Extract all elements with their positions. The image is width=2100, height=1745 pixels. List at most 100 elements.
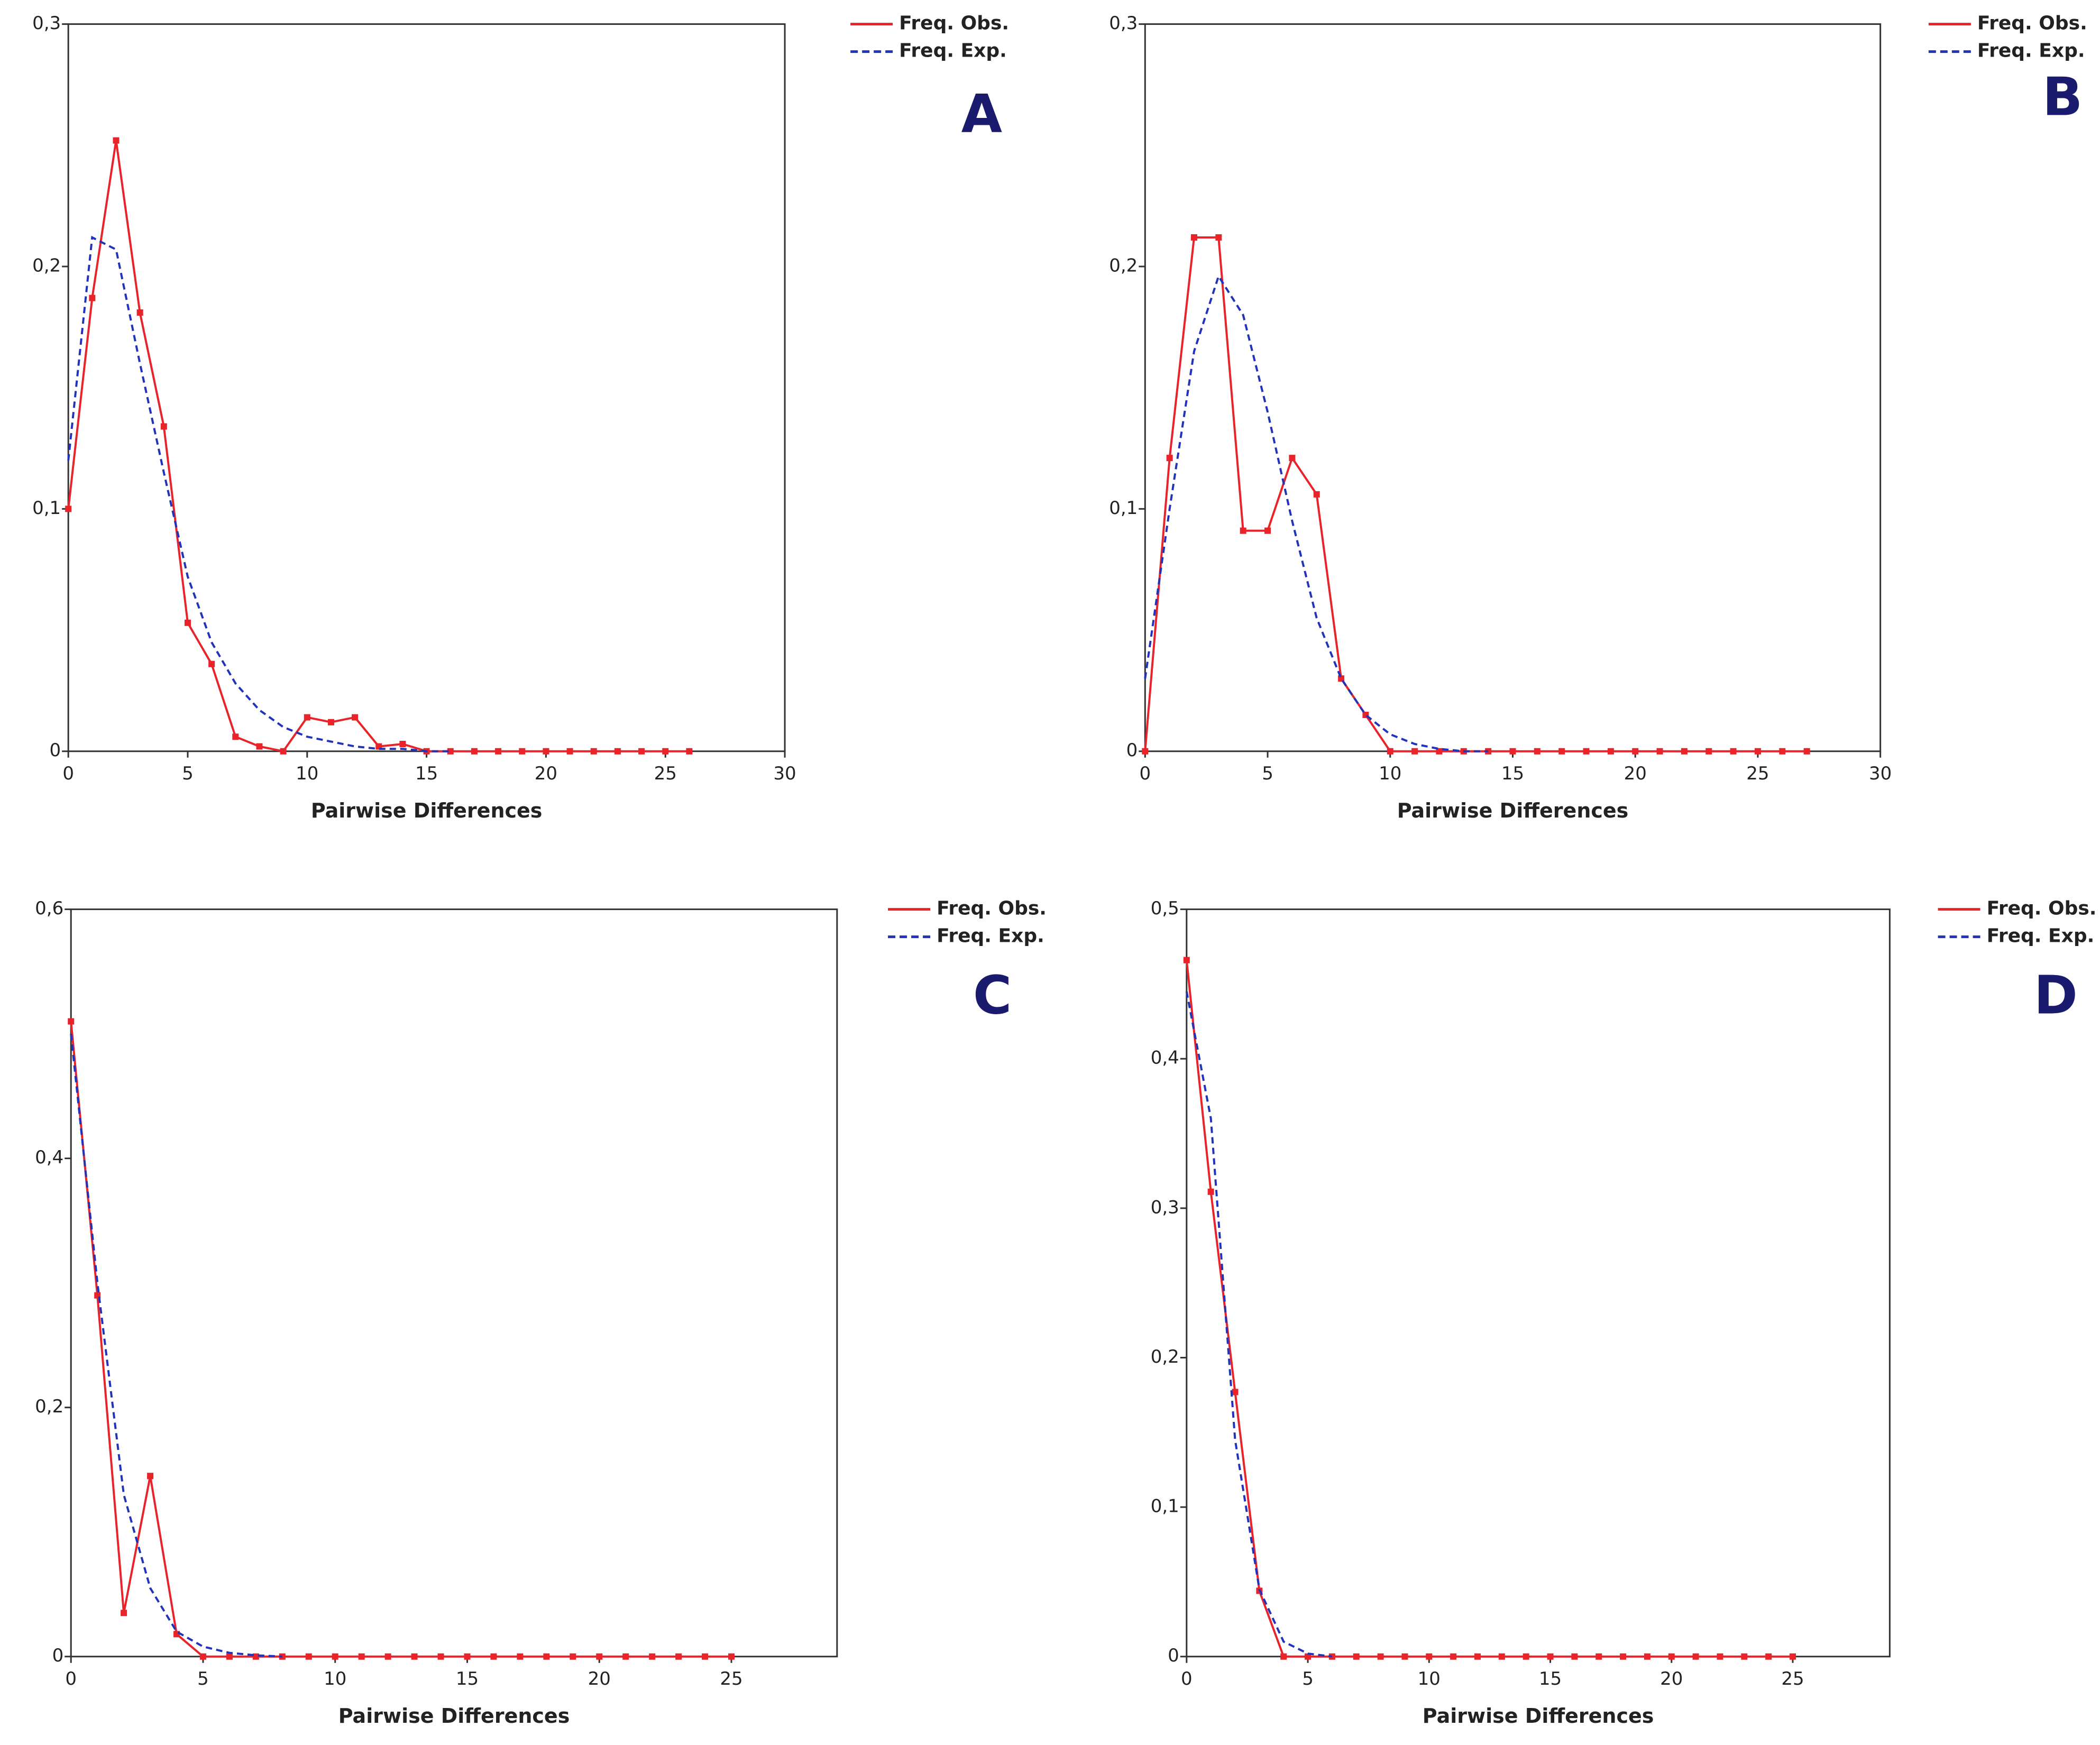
series-line bbox=[1144, 273, 1489, 752]
data-point bbox=[1547, 1653, 1554, 1660]
x-tick-label: 10 bbox=[1379, 763, 1401, 784]
data-point bbox=[1790, 1653, 1796, 1660]
data-point bbox=[517, 1653, 524, 1660]
data-point bbox=[1692, 1653, 1699, 1660]
x-tick-label: 5 bbox=[1262, 763, 1273, 784]
data-point bbox=[147, 1473, 154, 1480]
data-point bbox=[332, 1653, 338, 1660]
data-point bbox=[1509, 748, 1516, 755]
x-tick-label: 20 bbox=[588, 1668, 611, 1689]
data-point bbox=[543, 1653, 550, 1660]
data-point bbox=[1485, 748, 1492, 755]
x-axis-title: Pairwise Differences bbox=[338, 1704, 570, 1728]
data-point bbox=[279, 1653, 286, 1660]
data-point bbox=[447, 748, 454, 755]
data-point bbox=[1681, 748, 1688, 755]
data-point bbox=[68, 1018, 75, 1025]
legend-label: Freq. Obs. bbox=[937, 898, 1047, 920]
data-point bbox=[1166, 455, 1173, 462]
data-point bbox=[1644, 1653, 1650, 1660]
x-axis-title: Pairwise Differences bbox=[311, 799, 543, 822]
panel: 0 0,1 0,2 0,3 0 5 10 15 20 25 30 Pairwise Differenc… bbox=[1109, 13, 2087, 823]
data-point bbox=[1803, 748, 1810, 755]
panel: 0 0,1 0,2 0,3 0 5 10 15 20 25 30 Pairwise Differenc… bbox=[32, 13, 1009, 823]
data-point bbox=[1401, 1653, 1408, 1660]
x-tick-label: 10 bbox=[296, 763, 318, 784]
y-tick-label: 0,3 bbox=[1109, 13, 1138, 34]
data-point bbox=[358, 1653, 365, 1660]
data-point bbox=[728, 1653, 735, 1660]
y-tick-label: 0,3 bbox=[1151, 1197, 1179, 1218]
data-point bbox=[232, 733, 239, 740]
panel-label: B bbox=[2042, 66, 2083, 127]
legend-label: Freq. Obs. bbox=[1987, 898, 2097, 920]
y-tick-label: 0 bbox=[1168, 1645, 1179, 1666]
data-point bbox=[160, 423, 167, 430]
data-point bbox=[1523, 1653, 1529, 1660]
data-point bbox=[1313, 491, 1320, 498]
data-point bbox=[471, 748, 478, 755]
plot-frame bbox=[1186, 908, 1891, 1658]
y-tick-label: 0,2 bbox=[32, 255, 61, 276]
data-point bbox=[649, 1653, 656, 1660]
legend-label: Freq. Obs. bbox=[899, 13, 1009, 34]
data-point bbox=[1215, 234, 1222, 241]
data-point bbox=[596, 1653, 603, 1660]
data-point bbox=[1240, 527, 1246, 534]
data-point bbox=[65, 506, 72, 512]
data-point bbox=[199, 1653, 206, 1660]
data-point bbox=[1387, 748, 1393, 755]
data-point bbox=[136, 309, 143, 316]
y-tick-label: 0,6 bbox=[35, 898, 63, 919]
x-axis-title: Pairwise Differences bbox=[1423, 1704, 1654, 1728]
data-point bbox=[1558, 748, 1565, 755]
data-point bbox=[675, 1653, 682, 1660]
y-tick-label: 0 bbox=[1126, 740, 1138, 761]
plot-frame bbox=[1144, 23, 1882, 752]
data-point bbox=[1754, 748, 1761, 755]
x-tick-label: 15 bbox=[1501, 763, 1524, 784]
data-point bbox=[1730, 748, 1737, 755]
y-tick-label: 0,2 bbox=[1151, 1346, 1179, 1367]
x-tick-label: 30 bbox=[773, 763, 796, 784]
plot-frame bbox=[70, 908, 838, 1658]
data-point bbox=[121, 1610, 127, 1617]
x-tick-label: 5 bbox=[182, 763, 194, 784]
data-point bbox=[519, 748, 526, 755]
plot-frame bbox=[67, 23, 786, 752]
x-tick-label: 25 bbox=[1746, 763, 1769, 784]
data-point bbox=[304, 714, 310, 721]
legend-label: Freq. Exp. bbox=[1987, 925, 2095, 947]
y-tick-label: 0,2 bbox=[1109, 255, 1138, 276]
y-tick-label: 0,4 bbox=[35, 1147, 63, 1168]
data-point bbox=[1474, 1653, 1481, 1660]
data-point bbox=[1620, 1653, 1627, 1660]
series-line bbox=[70, 1033, 282, 1658]
y-tick-label: 0,1 bbox=[1109, 498, 1138, 519]
series-line bbox=[1185, 960, 1793, 1658]
data-point bbox=[1450, 1653, 1457, 1660]
data-point bbox=[89, 295, 96, 301]
y-tick-label: 0,4 bbox=[1151, 1048, 1179, 1069]
x-tick-label: 20 bbox=[1660, 1668, 1683, 1689]
series-line bbox=[67, 235, 451, 752]
panel-label: D bbox=[2034, 965, 2078, 1026]
data-point bbox=[1426, 1653, 1433, 1660]
data-point bbox=[495, 748, 502, 755]
data-point bbox=[437, 1653, 444, 1660]
data-point bbox=[1571, 1653, 1578, 1660]
data-point bbox=[1583, 748, 1590, 755]
data-point bbox=[702, 1653, 709, 1660]
x-tick-label: 20 bbox=[1624, 763, 1647, 784]
data-point bbox=[1264, 527, 1271, 534]
data-point bbox=[384, 1653, 391, 1660]
x-tick-label: 15 bbox=[456, 1668, 479, 1689]
series-line bbox=[1185, 991, 1333, 1658]
x-tick-label: 5 bbox=[1302, 1668, 1314, 1689]
y-tick-label: 0 bbox=[52, 1645, 64, 1666]
data-point bbox=[570, 1653, 576, 1660]
data-point bbox=[490, 1653, 497, 1660]
x-tick-label: 0 bbox=[65, 1668, 77, 1689]
x-tick-label: 20 bbox=[535, 763, 557, 784]
